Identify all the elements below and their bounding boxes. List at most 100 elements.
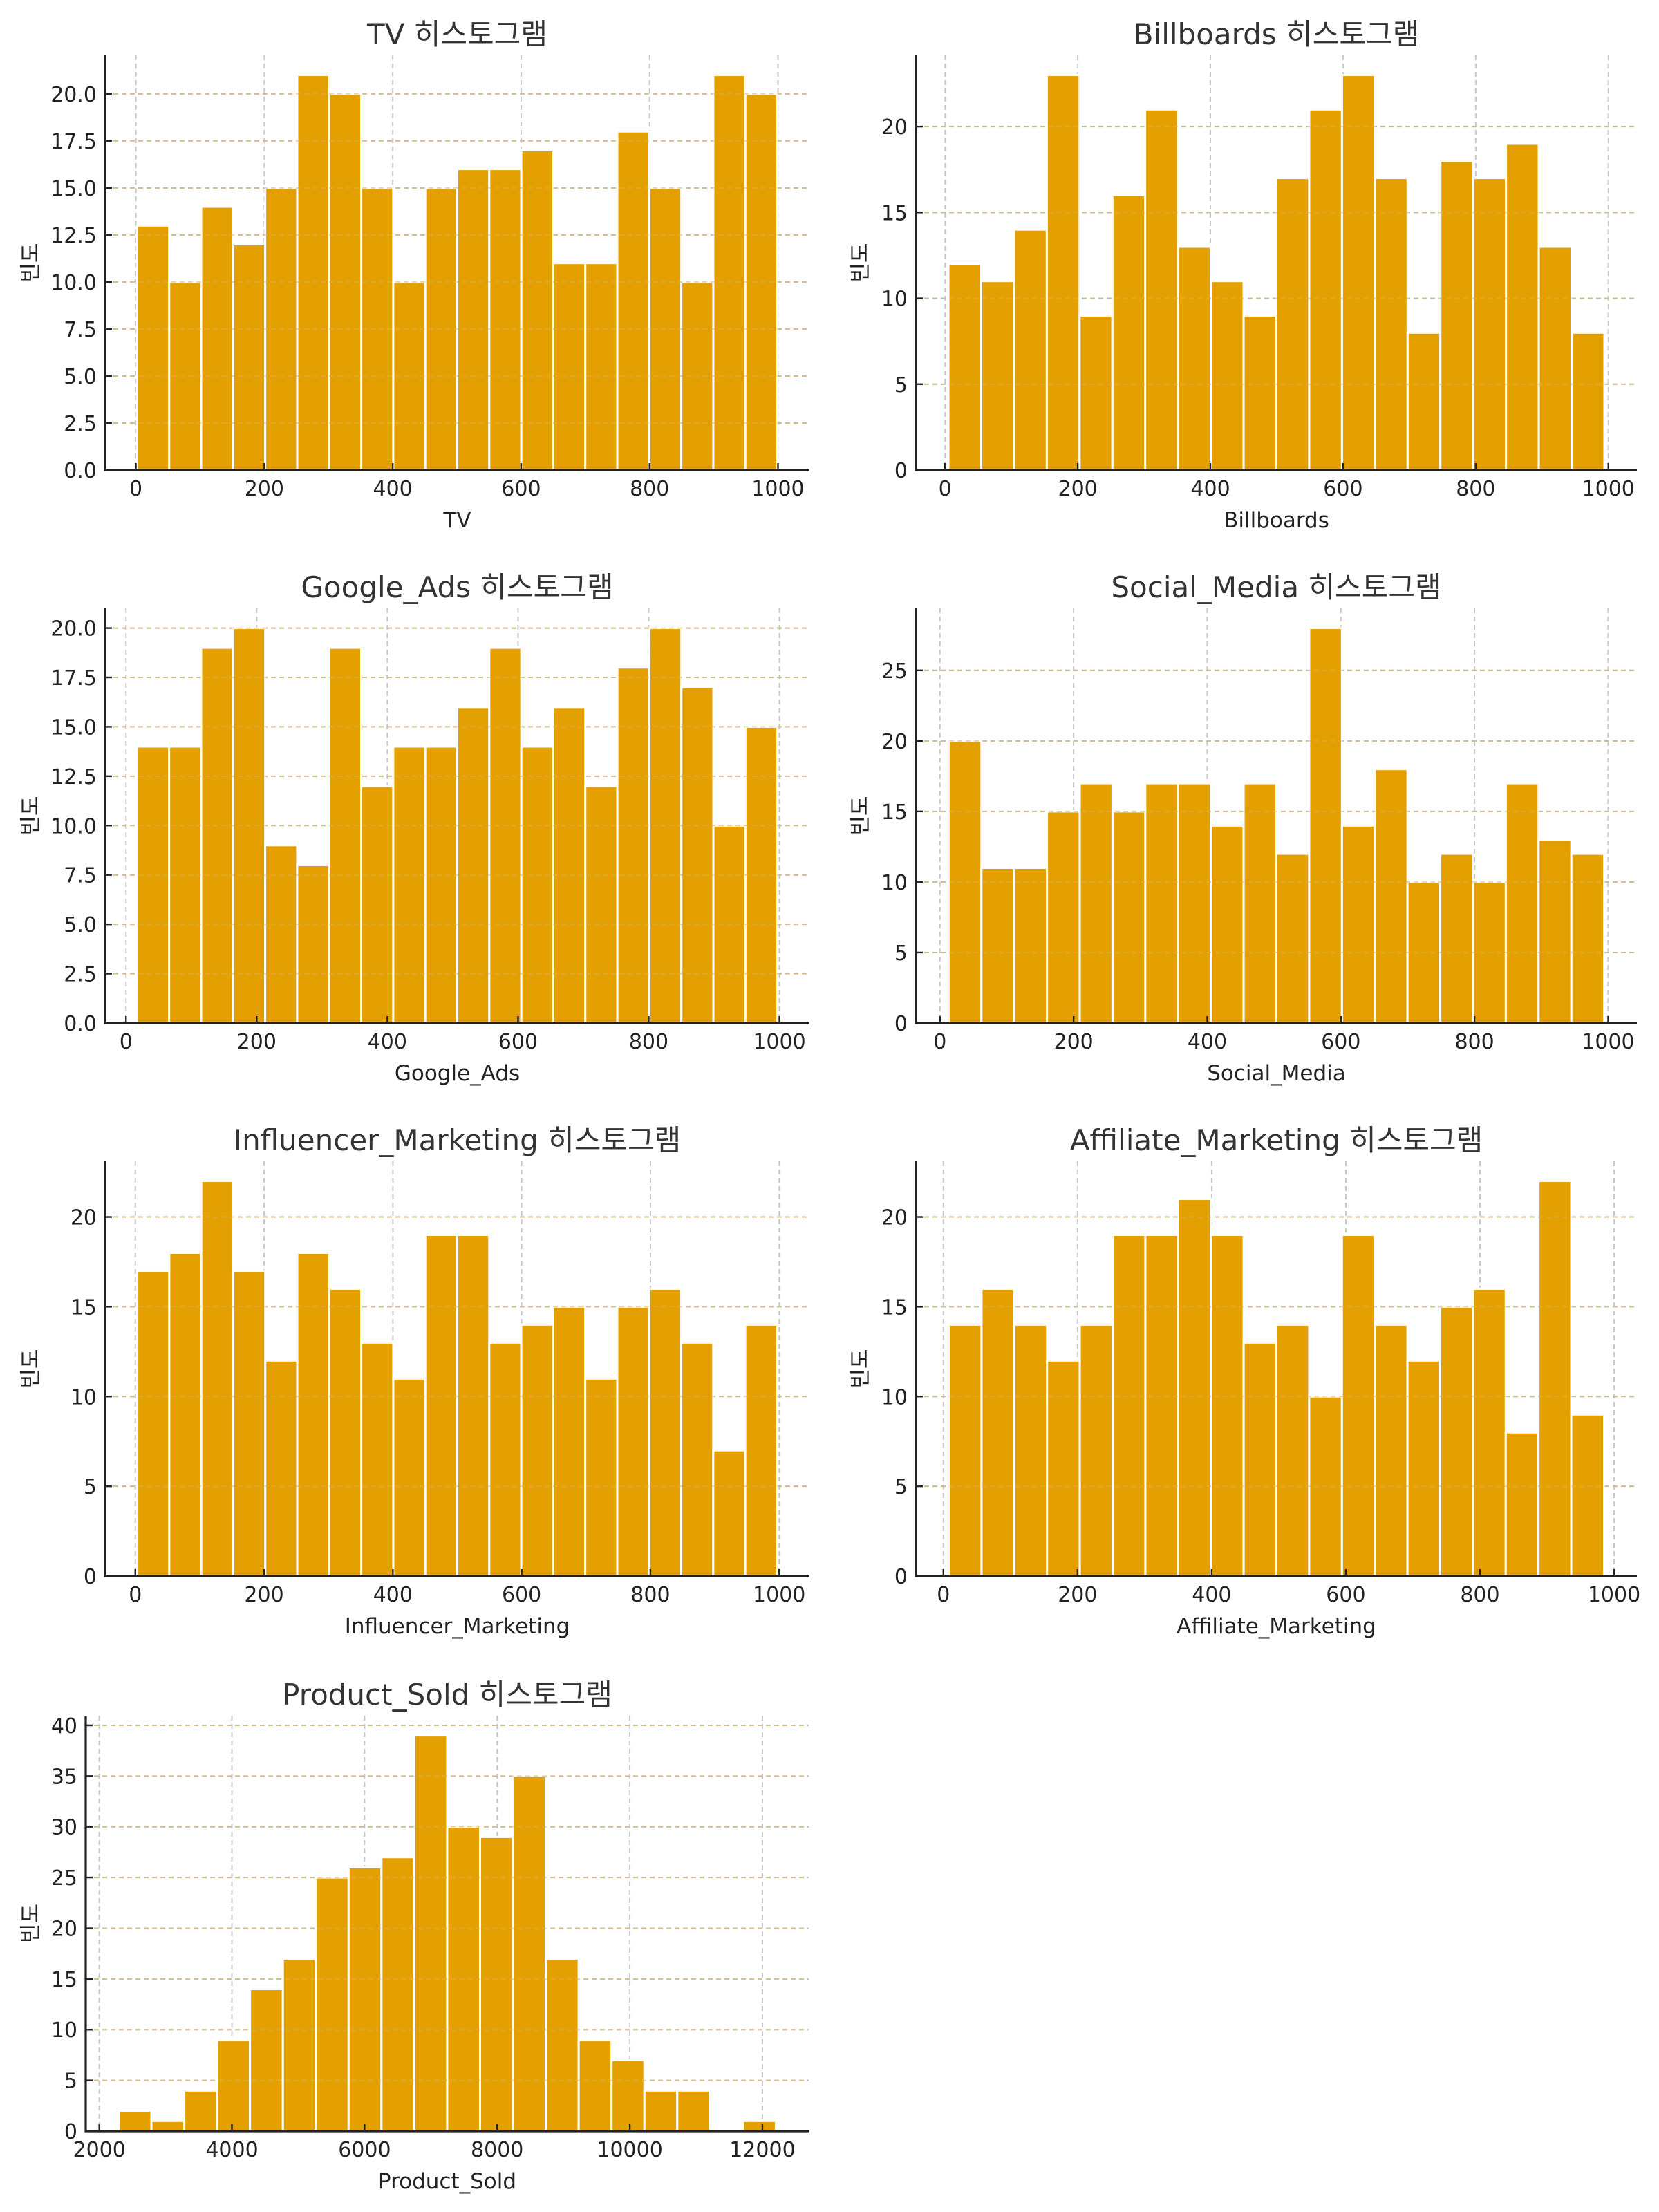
histogram-bar: [1504, 782, 1540, 1024]
histogram-bar: [584, 785, 619, 1024]
x-tick-label: 1000: [1588, 1583, 1640, 1607]
histogram-bar: [1242, 782, 1278, 1024]
histogram-bar: [200, 646, 234, 1024]
histogram-bar: [1177, 1198, 1212, 1577]
histogram-bar: [1242, 314, 1277, 471]
x-tick-label: 400: [373, 1583, 413, 1607]
histogram-bar: [1406, 331, 1442, 471]
histogram-bar: [1537, 838, 1573, 1024]
histogram-bar: [296, 1251, 330, 1577]
y-tick-label: 25: [51, 1866, 77, 1891]
histogram-bar: [577, 2038, 613, 2133]
x-tick-label: 600: [1326, 1583, 1365, 1607]
histogram-bar: [1472, 1287, 1507, 1577]
x-axis-label: Google_Ads: [395, 1061, 520, 1086]
x-tick-label: 800: [1454, 1030, 1494, 1054]
x-tick-label: 1000: [753, 1583, 805, 1607]
y-tick-label: 15: [51, 1968, 77, 1992]
histogram-bar: [168, 745, 203, 1024]
x-tick-label: 400: [373, 477, 413, 501]
histogram-bar: [584, 262, 619, 471]
y-tick-label: 20: [71, 1206, 97, 1230]
histogram-bar: [168, 1251, 203, 1577]
histogram-tv: 0 200 400 600 800 1000 0.0 2.5 5.0 7.5 10.0 12.5 15.…: [19, 17, 809, 533]
y-tick-label: 0: [894, 1565, 908, 1589]
x-tick-label: 12000: [729, 2138, 795, 2162]
histogram-bar: [264, 1359, 299, 1577]
x-tick-label: 6000: [338, 2138, 391, 2162]
x-tick-label: 1000: [751, 477, 804, 501]
histogram-bar: [360, 785, 395, 1024]
x-tick-label: 400: [368, 1030, 407, 1054]
histogram-bar: [1045, 74, 1081, 471]
histogram-bar: [1210, 824, 1245, 1024]
x-tick-label: 0: [129, 477, 142, 501]
x-tick-label: 600: [502, 1583, 541, 1607]
histogram-bar: [1144, 782, 1179, 1024]
histogram-bar: [948, 1323, 983, 1577]
y-tick-label: 2.5: [64, 963, 97, 987]
y-tick-label: 7.5: [64, 864, 97, 888]
y-axis-label: 빈도: [19, 1904, 44, 1943]
y-tick-label: 20: [881, 1206, 908, 1230]
histogram-bar: [1472, 177, 1508, 471]
histogram-bar: [216, 2038, 252, 2133]
x-tick-label: 600: [501, 477, 541, 501]
y-axis-label: 빈도: [19, 243, 44, 282]
x-tick-label: 600: [1323, 477, 1362, 501]
y-tick-label: 5: [84, 1475, 97, 1499]
histogram-bar: [643, 2089, 679, 2133]
y-tick-label: 10: [881, 871, 908, 895]
histogram-bar: [616, 130, 650, 471]
y-tick-label: 0.0: [64, 1012, 97, 1036]
histogram-bar: [264, 844, 299, 1024]
y-tick-label: 20: [51, 1917, 77, 1941]
x-axis-label: TV: [442, 508, 471, 533]
y-axis-label: 빈도: [848, 243, 873, 282]
x-tick-label: 0: [129, 1583, 142, 1607]
y-axis-label: 빈도: [19, 796, 44, 835]
x-tick-label: 600: [498, 1030, 538, 1054]
x-tick-label: 800: [630, 1583, 670, 1607]
histogram-bar: [1340, 1233, 1376, 1577]
y-tick-label: 5: [64, 2070, 77, 2094]
histogram-bar: [360, 1341, 395, 1577]
histogram-bar: [1112, 1233, 1147, 1577]
histogram-bar: [456, 168, 491, 471]
x-tick-label: 400: [1192, 1583, 1231, 1607]
histogram-bar: [712, 1449, 747, 1577]
histogram-bar: [328, 1287, 363, 1577]
histogram-bar: [552, 262, 587, 471]
chart-title: TV 히스토그램: [366, 17, 547, 51]
x-axis-label: Influencer_Marketing: [345, 1614, 570, 1639]
y-tick-label: 15: [71, 1295, 97, 1320]
histogram-bar: [200, 1180, 234, 1577]
chart-title: Social_Media 히스토그램: [1111, 570, 1441, 604]
histogram-bar: [1308, 108, 1343, 471]
histogram-influencer-marketing: 0 200 400 600 800 1000 0 5 10 15 20 Influencer_Mark…: [19, 1123, 809, 1639]
histogram-bar: [610, 2059, 646, 2133]
histogram-bar: [1144, 1233, 1179, 1577]
x-axis-label: Affiliate_Marketing: [1177, 1614, 1376, 1639]
histogram-product-sold: 2000 4000 6000 8000 10000 12000 0 5 10 15 20 25 30 35…: [19, 1678, 809, 2194]
x-axis-label: Product_Sold: [378, 2169, 516, 2194]
y-tick-label: 10.0: [50, 814, 97, 838]
histogram-bar: [980, 867, 1015, 1024]
y-tick-label: 15.0: [50, 715, 97, 740]
histogram-bar: [347, 1866, 383, 2133]
histogram-bar: [136, 1269, 171, 1577]
x-tick-label: 0: [939, 477, 952, 501]
bars: [135, 74, 779, 471]
y-tick-label: 10: [51, 2018, 77, 2043]
x-tick-label: 200: [1053, 1030, 1093, 1054]
histogram-bar: [1210, 1233, 1245, 1577]
histogram-bar: [117, 2110, 153, 2133]
y-tick-label: 5.0: [64, 913, 97, 937]
y-tick-label: 40: [51, 1714, 77, 1738]
histogram-bar: [315, 1876, 350, 2133]
histogram-bar: [616, 1305, 650, 1577]
x-tick-label: 400: [1188, 1030, 1227, 1054]
y-tick-label: 35: [51, 1765, 77, 1789]
histogram-billboards: 0 200 400 600 800 1000 0 5 10 15 20 Billboards 히스토그…: [848, 17, 1637, 533]
x-tick-label: 400: [1190, 477, 1230, 501]
